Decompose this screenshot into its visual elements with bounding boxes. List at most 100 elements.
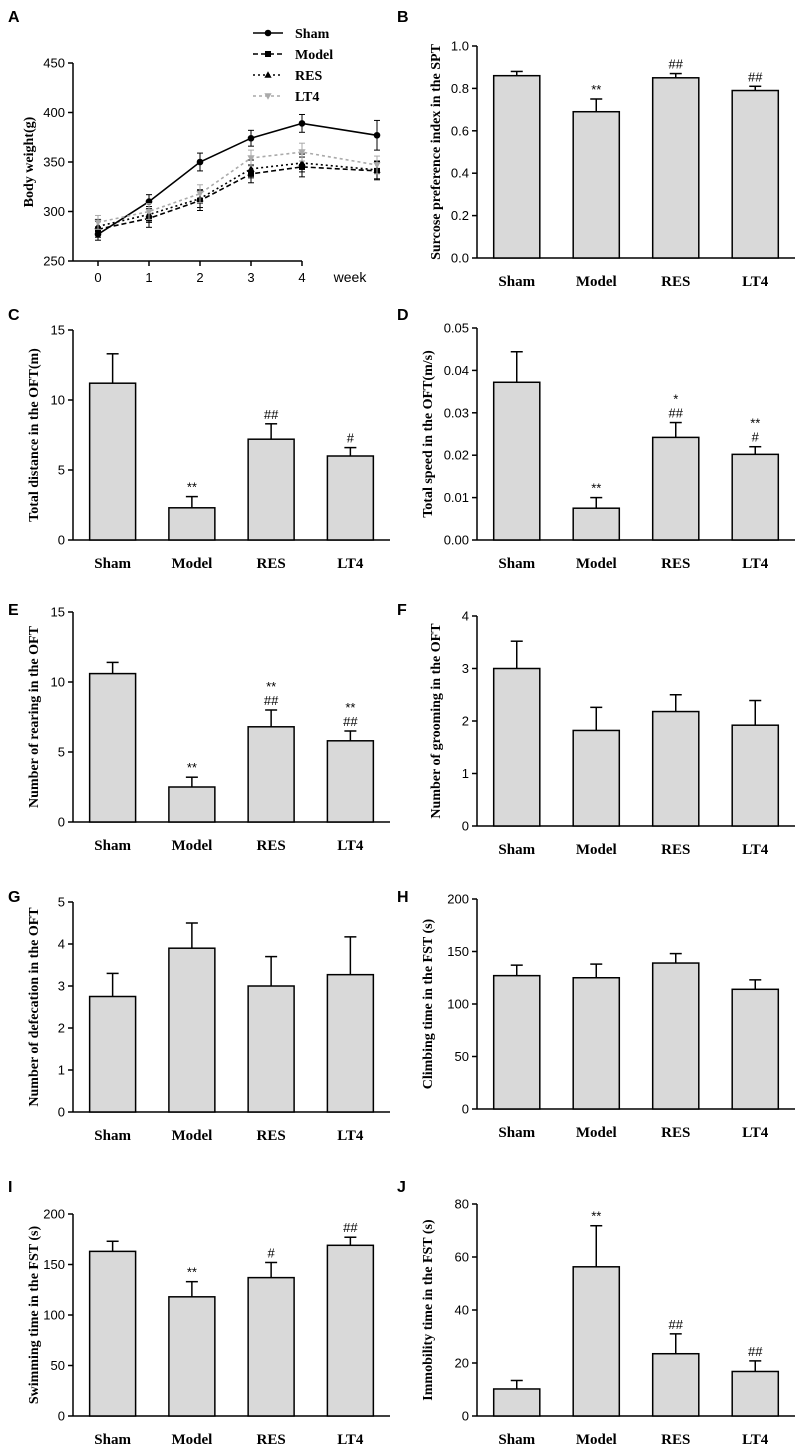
y-axis-label: Immobility time in the FST (s) (421, 1219, 436, 1401)
significance-mark: ** (591, 1209, 601, 1224)
significance-mark: ** (266, 679, 276, 694)
significance-mark: ## (343, 714, 358, 729)
x-tick-label: RES (661, 274, 690, 290)
x-tick-label: Sham (94, 1432, 131, 1448)
y-axis-label: Number of grooming in the OFT (429, 623, 444, 819)
y-tick-label: 0.03 (444, 405, 469, 420)
y-tick-label: 2 (462, 714, 469, 729)
x-tick-label: Model (576, 1432, 617, 1448)
bar-lt4 (731, 988, 780, 1110)
x-tick-label: Model (171, 838, 212, 854)
y-tick-label: 200 (447, 892, 469, 907)
bar-res (651, 1352, 700, 1417)
x-tick-label: 4 (298, 270, 305, 285)
x-tick-label: LT4 (337, 1128, 364, 1144)
x-tick-label: RES (257, 1432, 286, 1448)
y-tick-label: 0.6 (451, 123, 469, 138)
x-tick-label: LT4 (742, 274, 769, 290)
y-tick-label: 0 (462, 1102, 469, 1117)
panel-label: H (397, 889, 409, 906)
y-tick-label: 0.2 (451, 208, 469, 223)
bar-res (651, 436, 700, 541)
point-res (298, 159, 306, 166)
x-tick-label: LT4 (742, 842, 769, 858)
x-tick-label: RES (257, 838, 286, 854)
legend-label-model: Model (295, 48, 333, 63)
x-tick-label: RES (257, 556, 286, 572)
y-axis-label: Total distance in the OFT(m) (27, 348, 42, 522)
bar-lt4 (731, 1370, 780, 1417)
panel-label: D (397, 307, 409, 324)
bar-res (651, 962, 700, 1110)
panel-B: B 0.0 0.2 0.4 0.6 0.8 1.0 Surcose preference in… (397, 9, 795, 290)
bar-res (247, 1276, 295, 1417)
panel-label: A (8, 9, 20, 26)
panel-label: G (8, 889, 20, 906)
legend-marker (264, 93, 272, 100)
bar-model (572, 1266, 621, 1417)
point-sham (247, 134, 255, 142)
bar-res (651, 77, 700, 259)
panel-label: I (8, 1179, 12, 1196)
x-tick-label: LT4 (742, 556, 769, 572)
series-line-model (97, 166, 378, 231)
y-tick-label: 1 (462, 766, 469, 781)
bar-res (651, 710, 700, 827)
y-tick-label: 10 (51, 393, 65, 408)
significance-mark: # (752, 430, 760, 445)
panel-A: A 250 300 350 400 450 Body weight(g) 0 1 2 3 4 week S… (8, 9, 381, 285)
x-tick-label: Sham (498, 1432, 535, 1448)
panel-label: F (397, 602, 407, 619)
y-tick-label: 150 (43, 1257, 65, 1272)
x-tick-label: LT4 (337, 1432, 364, 1448)
bar-model (168, 1296, 216, 1417)
bar-model (168, 947, 216, 1113)
y-tick-label: 20 (455, 1356, 469, 1371)
y-tick-label: 60 (455, 1250, 469, 1265)
panel-E: E 0 5 10 15 Number of rearing in the OFT Sham M… (8, 602, 390, 854)
significance-mark: ** (750, 416, 760, 431)
bar-res (247, 985, 295, 1113)
y-tick-label: 80 (455, 1197, 469, 1212)
y-tick-label: 400 (43, 105, 65, 120)
x-tick-label: Sham (94, 838, 131, 854)
legend-marker (264, 29, 272, 37)
legend-marker (265, 51, 271, 57)
y-tick-label: 2 (58, 1021, 65, 1036)
bar-sham (88, 382, 137, 541)
significance-mark: ## (343, 1220, 358, 1235)
y-tick-label: 100 (447, 997, 469, 1012)
y-tick-label: 0.04 (444, 363, 469, 378)
bar-sham (88, 672, 137, 823)
y-tick-label: 3 (58, 979, 65, 994)
y-tick-label: 0.4 (451, 166, 469, 181)
x-tick-label: Sham (498, 556, 535, 572)
x-tick-label: Sham (94, 1128, 131, 1144)
y-axis-label: Swimming time in the FST (s) (27, 1226, 42, 1405)
y-tick-label: 300 (43, 204, 65, 219)
panel-J: J 0 20 40 60 80 Immobility time in the FST (s)… (397, 1179, 795, 1448)
x-tick-label: LT4 (742, 1125, 769, 1141)
significance-mark: ** (345, 700, 355, 715)
bar-lt4 (326, 455, 375, 541)
x-tick-label: Model (576, 274, 617, 290)
y-tick-label: 100 (43, 1308, 65, 1323)
bar-res (247, 726, 295, 823)
legend-label-res: RES (295, 69, 322, 84)
y-tick-label: 450 (43, 56, 65, 71)
x-axis-label: week (333, 269, 368, 285)
x-tick-label: Model (576, 556, 617, 572)
point-lt4 (247, 155, 255, 162)
y-tick-label: 1.0 (451, 39, 469, 54)
significance-mark: ## (669, 57, 684, 72)
panel-H: H 0 50 100 150 200 Climbing time in the FST (s… (397, 889, 795, 1141)
significance-mark: ## (748, 69, 763, 84)
y-tick-label: 4 (462, 609, 469, 624)
legend-marker (264, 71, 272, 78)
bar-sham (492, 74, 541, 259)
x-tick-label: 1 (145, 270, 152, 285)
x-tick-label: RES (661, 842, 690, 858)
x-tick-label: Sham (498, 1125, 535, 1141)
significance-mark: ## (669, 1317, 684, 1332)
bar-model (572, 729, 621, 827)
